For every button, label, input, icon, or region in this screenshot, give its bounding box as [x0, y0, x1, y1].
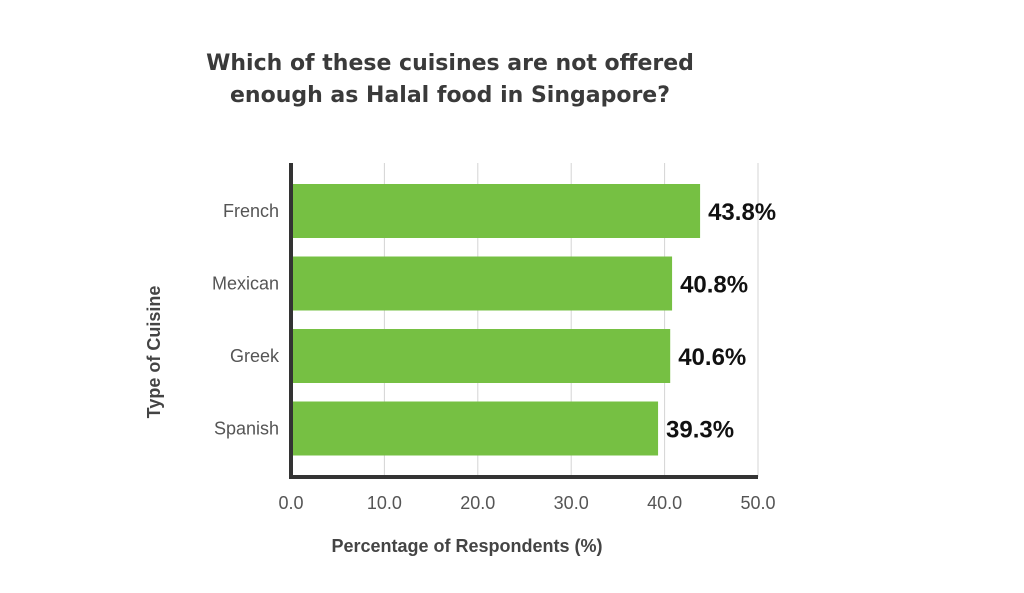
x-tick-label: 50.0 — [740, 493, 775, 513]
x-tick-label: 20.0 — [460, 493, 495, 513]
chart-title-line-1: Which of these cuisines are not offered — [206, 51, 694, 76]
chart-title-line-2: enough as Halal food in Singapore? — [230, 83, 670, 108]
x-tick-label: 40.0 — [647, 493, 682, 513]
bar-french — [291, 184, 701, 238]
data-label: 43.8% — [708, 199, 776, 226]
category-label: Mexican — [212, 274, 279, 294]
chart-title: Which of these cuisines are not offered … — [150, 48, 750, 112]
x-axis-title: Percentage of Respondents (%) — [331, 536, 602, 556]
bars — [291, 184, 701, 456]
y-axis-title: Type of Cuisine — [144, 286, 164, 419]
data-label: 40.8% — [680, 272, 748, 299]
x-tick-label: 10.0 — [367, 493, 402, 513]
labels: 0.0 10.0 20.0 30.0 40.0 50.0 French 43.8% Mexica… — [212, 199, 776, 513]
category-label: Spanish — [214, 419, 279, 439]
bar-spanish — [291, 401, 659, 456]
bar-mexican — [291, 256, 673, 311]
data-label: 40.6% — [678, 344, 746, 371]
x-tick-label: 0.0 — [278, 493, 303, 513]
axes — [289, 163, 758, 479]
category-label: French — [223, 201, 279, 221]
data-label: 39.3% — [666, 417, 734, 444]
bar-greek — [291, 329, 671, 383]
x-tick-label: 30.0 — [554, 493, 589, 513]
category-label: Greek — [230, 346, 280, 366]
